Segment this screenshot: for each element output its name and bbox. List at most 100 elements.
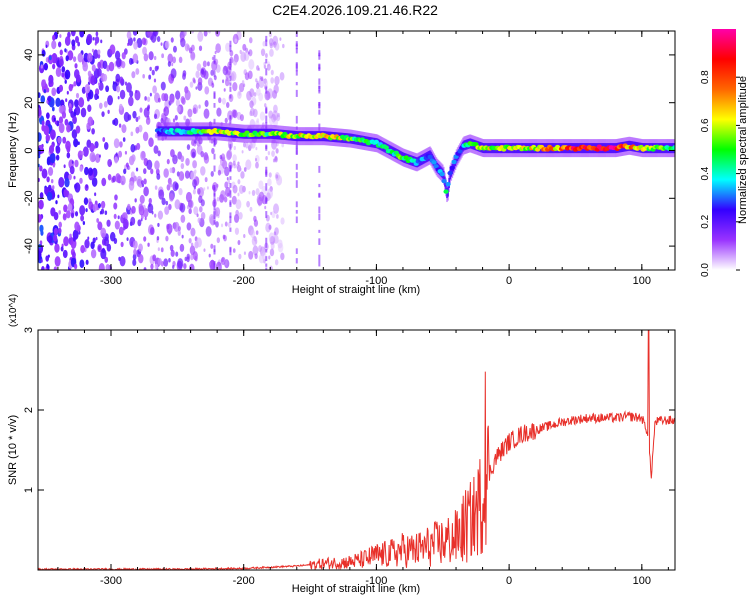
noise-speckle [268, 172, 272, 178]
noise-speckle [154, 185, 158, 190]
noise-speckle [253, 219, 259, 227]
y-tick-label: 40 [23, 49, 35, 61]
noise-speckle [202, 60, 207, 68]
noise-speckle [109, 44, 116, 55]
noise-speckle [237, 161, 240, 166]
noise-speckle [51, 87, 57, 97]
noise-streak [295, 248, 298, 254]
noise-speckle [115, 173, 121, 183]
noise-speckle [117, 215, 120, 220]
colorbar: 0.0 0.2 0.4 0.6 0.8 Normalized spectral ampl… [700, 29, 749, 277]
noise-speckle [265, 53, 268, 58]
noise-speckle [97, 49, 101, 55]
noise-speckle [65, 98, 68, 103]
noise-speckle [107, 95, 113, 106]
noise-speckle [175, 251, 179, 257]
y-tick-label: 1 [23, 487, 35, 493]
noise-speckle [243, 233, 246, 239]
noise-speckle [200, 68, 205, 75]
noise-speckle [273, 203, 280, 214]
noise-speckle [61, 72, 65, 78]
noise-speckle [132, 240, 138, 250]
noise-speckle [225, 186, 231, 198]
noise-streak [318, 238, 321, 245]
noise-speckle [143, 168, 147, 175]
spectrogram-y-ticks: -40 -20 0 20 40 [23, 49, 675, 254]
noise-speckle [87, 236, 90, 240]
noise-speckle [200, 150, 205, 158]
noise-speckle [227, 222, 231, 228]
noise-speckle [90, 75, 97, 86]
noise-speckle [96, 218, 99, 223]
noise-speckle [255, 188, 260, 196]
noise-speckle [41, 168, 48, 179]
noise-speckle [192, 107, 197, 115]
chart-title: C2E4.2026.109.21.46.R22 [272, 2, 438, 18]
noise-speckle [269, 42, 274, 49]
noise-speckle [77, 52, 83, 63]
noise-speckle [83, 197, 89, 206]
noise-speckle [151, 69, 155, 76]
noise-speckle [233, 145, 236, 151]
noise-speckle [207, 61, 210, 67]
noise-speckle [268, 232, 275, 243]
noise-streak [229, 176, 232, 180]
noise-speckle [239, 49, 242, 55]
y-tick-label: -40 [23, 238, 35, 254]
noise-speckle [255, 230, 259, 235]
x-tick-label: 100 [633, 575, 651, 587]
spectrogram-x-ticks: -300 -200 -100 0 100 [57, 31, 669, 287]
noise-speckle [113, 138, 120, 149]
noise-speckle [189, 81, 194, 88]
noise-streak [213, 187, 216, 195]
noise-speckle [157, 97, 161, 103]
noise-speckle [170, 249, 175, 257]
noise-speckle [74, 211, 79, 217]
noise-speckle [142, 74, 145, 79]
noise-speckle [87, 104, 92, 112]
noise-speckle [104, 256, 109, 263]
noise-speckle [250, 229, 256, 239]
noise-speckle [133, 248, 137, 256]
noise-speckle [253, 92, 257, 97]
noise-speckle [150, 227, 155, 235]
noise-speckle [118, 103, 123, 111]
noise-speckle [45, 255, 50, 262]
noise-speckle [269, 48, 274, 57]
noise-streak [318, 183, 321, 188]
noise-speckle [100, 200, 106, 209]
noise-speckle [149, 66, 152, 72]
noise-speckle [270, 242, 275, 250]
noise-streak [229, 82, 232, 86]
noise-streak [318, 54, 321, 60]
noise-speckle [190, 170, 196, 181]
noise-speckle [53, 117, 56, 122]
noise-speckle [85, 208, 88, 213]
noise-speckle [80, 245, 85, 254]
noise-speckle [254, 253, 258, 260]
noise-speckle [97, 221, 103, 231]
noise-speckle [73, 263, 78, 270]
noise-speckle [113, 117, 119, 127]
noise-speckle [51, 106, 55, 112]
noise-speckle [123, 225, 126, 231]
noise-speckle [188, 208, 192, 215]
noise-speckle [61, 111, 67, 119]
noise-speckle [167, 177, 172, 185]
noise-speckle [174, 160, 177, 164]
noise-speckle [271, 150, 275, 157]
noise-speckle [59, 34, 62, 38]
noise-speckle [143, 236, 147, 242]
noise-streak [265, 267, 268, 270]
noise-speckle [167, 53, 174, 64]
noise-speckle [41, 49, 46, 57]
noise-streak [229, 165, 232, 173]
noise-speckle [170, 68, 177, 79]
noise-speckle [217, 169, 222, 176]
noise-speckle [178, 56, 183, 64]
noise-speckle [113, 213, 117, 219]
noise-speckle [157, 247, 160, 252]
noise-speckle [174, 115, 178, 121]
noise-speckle [249, 206, 253, 212]
